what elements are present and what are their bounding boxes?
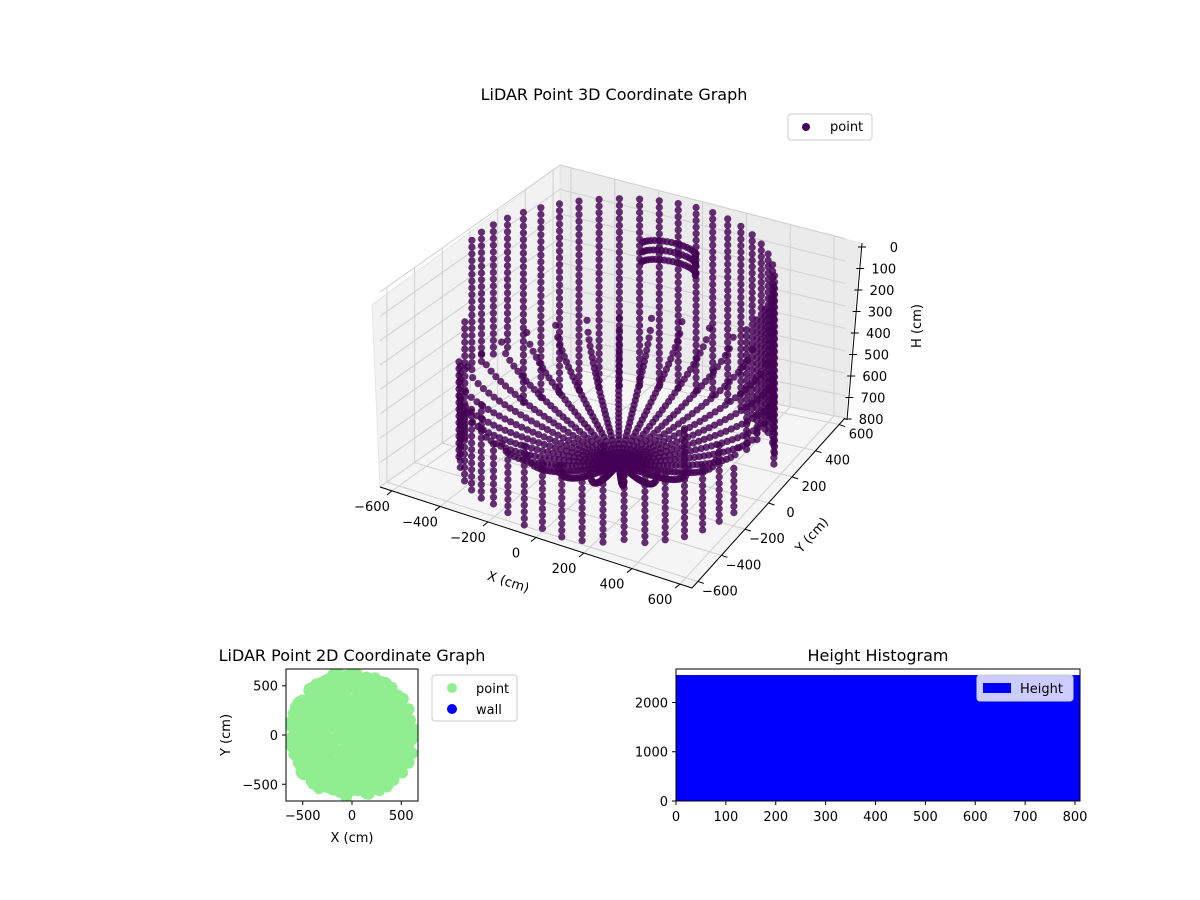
z-axis-label-3d: H (cm) <box>910 304 925 348</box>
svg-text:600: 600 <box>862 370 887 385</box>
x-axis-label-2d: X (cm) <box>331 831 374 846</box>
svg-text:200: 200 <box>802 480 827 495</box>
svg-text:−500: −500 <box>242 778 278 793</box>
svg-text:700: 700 <box>861 392 886 407</box>
svg-text:2000: 2000 <box>635 696 668 711</box>
svg-text:300: 300 <box>868 306 893 321</box>
svg-text:100: 100 <box>871 263 896 278</box>
points-3d <box>455 195 779 547</box>
z-axis-line <box>846 242 863 421</box>
svg-text:−600: −600 <box>702 584 738 599</box>
svg-text:800: 800 <box>859 413 884 428</box>
legend-label-point-2d: point <box>476 682 509 697</box>
svg-text:200: 200 <box>763 810 788 825</box>
axes-frame-hist <box>675 668 1081 802</box>
svg-text:200: 200 <box>552 562 577 577</box>
svg-text:500: 500 <box>389 809 414 824</box>
title-histogram: Height Histogram <box>808 646 949 665</box>
plot-2d: LiDAR Point 2D Coordinate Graph −500 0 500… <box>219 646 518 846</box>
points-2d <box>286 669 418 801</box>
svg-text:800: 800 <box>1063 810 1088 825</box>
svg-text:0: 0 <box>512 547 520 562</box>
svg-text:0: 0 <box>660 795 668 810</box>
plot-3d: LiDAR Point 3D Coordinate Graph −600 −400… <box>354 85 925 608</box>
svg-text:600: 600 <box>849 428 874 443</box>
legend-marker-wall <box>447 704 457 714</box>
svg-text:−400: −400 <box>726 558 762 573</box>
y-axis-label-2d: Y (cm) <box>219 714 234 757</box>
svg-text:600: 600 <box>648 593 673 608</box>
svg-text:−500: −500 <box>285 809 321 824</box>
x-axis-label-3d: X (cm) <box>485 569 531 597</box>
legend-3d: point <box>787 113 873 141</box>
svg-text:0: 0 <box>786 506 794 521</box>
legend-2d: point wall <box>431 674 518 722</box>
legend-label-height: Height <box>1020 682 1063 697</box>
svg-text:100: 100 <box>713 810 738 825</box>
legend-histogram: Height <box>976 674 1074 702</box>
svg-text:200: 200 <box>870 284 895 299</box>
svg-text:0: 0 <box>672 810 680 825</box>
legend-marker-point <box>802 123 810 131</box>
svg-text:−400: −400 <box>402 515 438 530</box>
svg-text:1000: 1000 <box>635 746 668 761</box>
svg-text:600: 600 <box>963 810 988 825</box>
svg-text:400: 400 <box>825 454 850 469</box>
ticks-histogram: 0 100 200 300 400 500 600 700 800 0 1000 2000 <box>635 696 1088 825</box>
svg-text:500: 500 <box>864 349 889 364</box>
ticks-2d: −500 0 500 −500 0 500 <box>242 680 413 824</box>
svg-text:−600: −600 <box>354 500 390 515</box>
legend-label-wall: wall <box>476 703 502 718</box>
svg-text:300: 300 <box>813 810 838 825</box>
title-2d: LiDAR Point 2D Coordinate Graph <box>219 646 486 665</box>
svg-text:400: 400 <box>863 810 888 825</box>
legend-swatch-height <box>983 683 1011 693</box>
y-axis-label-3d: Y (cm) <box>792 515 832 557</box>
legend-label-point-3d: point <box>830 120 863 135</box>
svg-text:500: 500 <box>253 680 278 695</box>
svg-text:0: 0 <box>348 809 356 824</box>
svg-text:0: 0 <box>270 729 278 744</box>
plot-histogram: Height Histogram 0 100 200 300 400 500 600 700 8… <box>635 646 1088 825</box>
svg-text:−200: −200 <box>450 531 486 546</box>
svg-text:400: 400 <box>866 327 891 342</box>
legend-marker-point-2d <box>447 683 457 693</box>
ticks-3d: −600−400−2000200400600−600−400−200020040… <box>354 241 898 608</box>
svg-text:500: 500 <box>913 810 938 825</box>
svg-text:700: 700 <box>1013 810 1038 825</box>
svg-text:−200: −200 <box>749 532 785 547</box>
svg-text:0: 0 <box>890 241 898 256</box>
title-3d: LiDAR Point 3D Coordinate Graph <box>481 85 748 104</box>
svg-text:400: 400 <box>600 578 625 593</box>
